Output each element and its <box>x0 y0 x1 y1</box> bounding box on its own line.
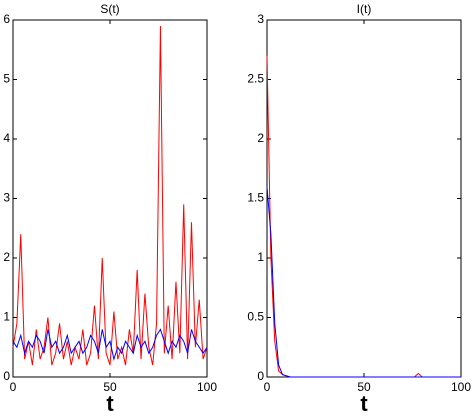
y-tick-label: 1.5 <box>247 191 264 205</box>
y-tick-label: 0.5 <box>247 310 264 324</box>
y-tick-label: 2.5 <box>247 72 264 86</box>
x-tick-label: 0 <box>10 380 17 394</box>
x-axis-label: t <box>106 391 114 416</box>
data-line <box>266 55 461 378</box>
y-tick-label: 0 <box>257 369 264 383</box>
y-tick-label: 5 <box>3 72 10 86</box>
x-tick-label: 100 <box>197 380 217 394</box>
y-tick-label: 1 <box>257 250 264 264</box>
y-tick-label: 2 <box>3 250 10 264</box>
y-tick-label: 6 <box>3 12 10 26</box>
chart-title: I(t) <box>357 2 372 16</box>
data-line <box>12 328 208 362</box>
y-tick-label: 4 <box>3 131 10 145</box>
chart-title: S(t) <box>100 2 119 16</box>
x-tick-label: 100 <box>451 380 471 394</box>
y-tick-label: 3 <box>257 12 264 26</box>
x-tick-label: 0 <box>264 380 271 394</box>
plot-frame <box>266 19 462 378</box>
y-tick-label: 1 <box>3 310 10 324</box>
data-line <box>266 186 461 378</box>
x-tick-label: 50 <box>103 380 117 394</box>
data-line <box>12 25 208 366</box>
y-tick-label: 3 <box>3 191 10 205</box>
x-tick-label: 50 <box>357 380 371 394</box>
y-tick-label: 0 <box>3 369 10 383</box>
x-axis-label: t <box>360 391 368 416</box>
y-tick-label: 2 <box>257 131 264 145</box>
